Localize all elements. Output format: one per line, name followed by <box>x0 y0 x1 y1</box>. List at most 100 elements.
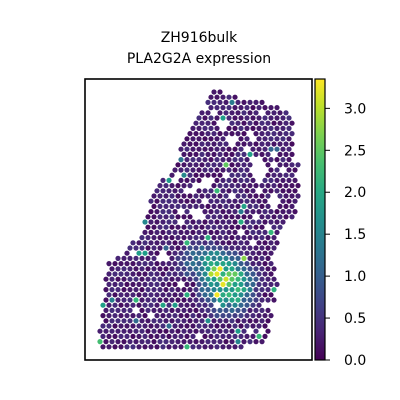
expression-spot <box>163 318 169 324</box>
expression-spot <box>241 131 247 137</box>
expression-spot <box>244 333 250 339</box>
expression-spot <box>259 245 265 251</box>
expression-spot <box>190 198 196 204</box>
expression-spot <box>220 323 226 329</box>
colorbar-frame <box>314 78 326 361</box>
expression-spot <box>193 297 199 303</box>
expression-spot <box>178 292 184 298</box>
expression-spot <box>172 250 178 256</box>
expression-spot <box>154 219 160 225</box>
expression-spot <box>277 224 283 230</box>
expression-spot <box>160 323 166 329</box>
expression-spot <box>265 162 271 168</box>
expression-spot <box>196 115 202 121</box>
expression-spot <box>250 115 256 121</box>
expression-spot <box>109 318 115 324</box>
expression-spot <box>178 302 184 308</box>
expression-spot <box>274 105 280 111</box>
expression-spot <box>256 209 262 215</box>
expression-spot <box>205 255 211 261</box>
expression-spot <box>199 162 205 168</box>
expression-spot <box>226 219 232 225</box>
expression-spot <box>235 141 241 147</box>
expression-spot <box>127 245 133 251</box>
expression-spot <box>154 240 160 246</box>
expression-spot <box>139 318 145 324</box>
expression-spot <box>172 323 178 329</box>
expression-spot <box>250 198 256 204</box>
expression-spot <box>235 193 241 199</box>
expression-spot <box>217 99 223 105</box>
expression-spot <box>286 177 292 183</box>
expression-spot <box>175 287 181 293</box>
expression-spot <box>232 344 238 350</box>
expression-spot <box>247 99 253 105</box>
expression-spot <box>202 250 208 256</box>
expression-spot <box>268 281 274 287</box>
expression-spot <box>253 151 259 157</box>
expression-spot <box>262 177 268 183</box>
expression-spot <box>289 172 295 178</box>
expression-spot <box>154 261 160 267</box>
expression-spot <box>208 333 214 339</box>
expression-spot <box>109 297 115 303</box>
expression-spot <box>169 214 175 220</box>
expression-spot <box>265 255 271 261</box>
expression-spot <box>130 281 136 287</box>
expression-spot <box>184 313 190 319</box>
expression-spot <box>151 255 157 261</box>
expression-spot <box>232 302 238 308</box>
expression-spot <box>211 172 217 178</box>
colorbar-tick-label: 0.5 <box>344 311 366 327</box>
expression-spot <box>271 235 277 241</box>
expression-spot <box>271 110 277 116</box>
expression-spot <box>220 292 226 298</box>
expression-spot <box>262 250 268 256</box>
expression-spot <box>208 115 214 121</box>
expression-spot <box>145 339 151 345</box>
expression-spot <box>289 193 295 199</box>
expression-spot <box>124 323 130 329</box>
expression-spot <box>169 245 175 251</box>
expression-spot <box>217 224 223 230</box>
expression-spot <box>205 151 211 157</box>
expression-spot <box>172 261 178 267</box>
expression-spot <box>262 198 268 204</box>
expression-spot <box>193 266 199 272</box>
expression-spot <box>256 292 262 298</box>
expression-spot <box>253 266 259 272</box>
expression-spot <box>223 193 229 199</box>
expression-spot <box>121 266 127 272</box>
expression-spot <box>283 131 289 137</box>
expression-spot <box>157 307 163 313</box>
expression-spot <box>247 183 253 189</box>
expression-spot <box>103 276 109 282</box>
expression-spot <box>196 323 202 329</box>
expression-spot <box>181 235 187 241</box>
expression-spot <box>217 245 223 251</box>
expression-spot <box>199 318 205 324</box>
expression-spot <box>217 255 223 261</box>
expression-spot <box>139 328 145 334</box>
expression-spot <box>154 313 160 319</box>
expression-spot <box>217 266 223 272</box>
expression-spot <box>202 281 208 287</box>
expression-spot <box>196 177 202 183</box>
expression-spot <box>154 188 160 194</box>
expression-spot <box>208 157 214 163</box>
expression-spot <box>148 281 154 287</box>
expression-spot <box>244 105 250 111</box>
expression-spot <box>292 209 298 215</box>
expression-spot <box>199 307 205 313</box>
expression-spot <box>187 307 193 313</box>
expression-spot <box>169 276 175 282</box>
expression-spot <box>175 224 181 230</box>
expression-spot <box>235 287 241 293</box>
expression-spot <box>268 188 274 194</box>
expression-spot <box>154 292 160 298</box>
expression-spot <box>205 193 211 199</box>
expression-spot <box>235 266 241 272</box>
expression-spot <box>253 255 259 261</box>
expression-spot <box>130 261 136 267</box>
expression-spot <box>184 229 190 235</box>
